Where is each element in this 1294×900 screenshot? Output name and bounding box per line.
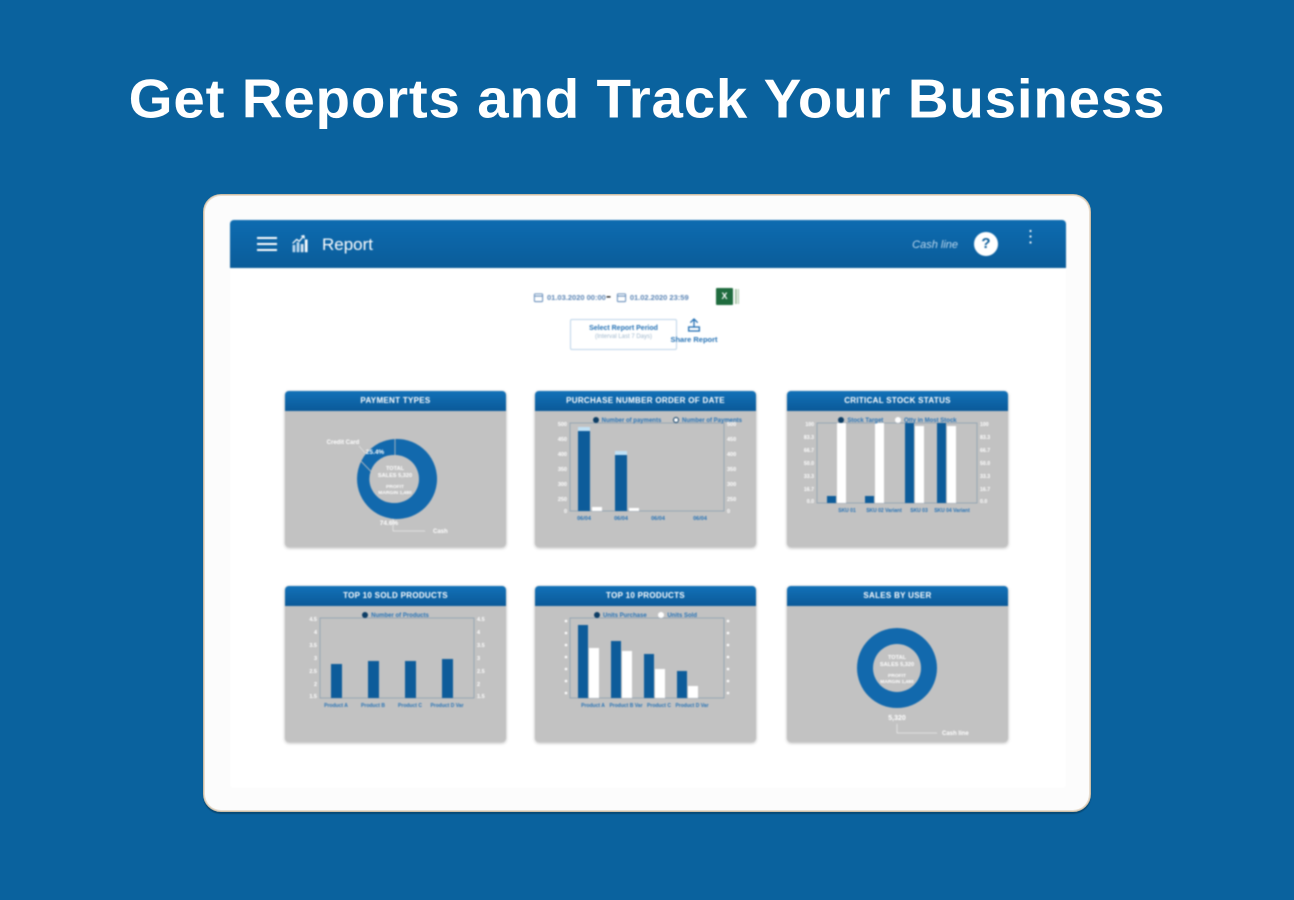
svg-text:Product B Var: Product B Var xyxy=(609,703,642,709)
svg-text:300: 300 xyxy=(727,482,736,488)
svg-text:450: 450 xyxy=(727,437,736,443)
svg-text:4: 4 xyxy=(477,630,481,636)
svg-text:06/04: 06/04 xyxy=(693,516,708,522)
svg-text:3: 3 xyxy=(477,656,480,662)
svg-text:Product D Var: Product D Var xyxy=(430,703,463,709)
svg-text:350: 350 xyxy=(727,467,736,473)
svg-text:250: 250 xyxy=(727,497,736,503)
svg-text:TOTAL: TOTAL xyxy=(888,655,907,661)
svg-text:Cash: Cash xyxy=(433,529,448,535)
svg-text:SKU 02 Variant: SKU 02 Variant xyxy=(866,508,902,514)
svg-text:MARGIN 1,480: MARGIN 1,480 xyxy=(880,679,914,685)
svg-text:3.5: 3.5 xyxy=(309,643,317,649)
svg-text:Cash line: Cash line xyxy=(942,731,969,737)
svg-text:0.0: 0.0 xyxy=(807,499,814,505)
svg-text:Product B: Product B xyxy=(361,703,385,709)
svg-text:SALES 5,320: SALES 5,320 xyxy=(880,662,914,668)
svg-text:MARGIN 1,480: MARGIN 1,480 xyxy=(378,490,412,496)
svg-text:0: 0 xyxy=(727,509,730,515)
svg-text:16.7: 16.7 xyxy=(980,487,990,493)
svg-text:2.5: 2.5 xyxy=(477,669,485,675)
svg-text:SKU 04 Variant: SKU 04 Variant xyxy=(934,508,970,514)
svg-text:33.3: 33.3 xyxy=(804,474,814,480)
svg-text:TOTAL: TOTAL xyxy=(386,466,405,472)
svg-text:Product C: Product C xyxy=(398,703,422,709)
svg-text:1.5: 1.5 xyxy=(309,694,317,700)
svg-text:3.5: 3.5 xyxy=(477,643,485,649)
svg-text:2: 2 xyxy=(477,682,480,688)
svg-text:PROFIT: PROFIT xyxy=(888,673,906,679)
svg-text:3: 3 xyxy=(314,656,317,662)
svg-text:0: 0 xyxy=(564,509,567,515)
svg-text:450: 450 xyxy=(558,437,567,443)
svg-text:250: 250 xyxy=(558,497,567,503)
svg-text:06/04: 06/04 xyxy=(577,516,592,522)
svg-text:06/04: 06/04 xyxy=(614,516,629,522)
svg-text:25.4%: 25.4% xyxy=(366,449,385,456)
svg-text:350: 350 xyxy=(558,467,567,473)
svg-text:300: 300 xyxy=(558,482,567,488)
svg-text:SALES 5,320: SALES 5,320 xyxy=(378,473,412,479)
svg-text:5,320: 5,320 xyxy=(888,715,906,722)
svg-text:74.6%: 74.6% xyxy=(380,520,399,527)
svg-text:66.7: 66.7 xyxy=(980,448,990,454)
svg-text:50.0: 50.0 xyxy=(804,461,814,467)
svg-text:50.0: 50.0 xyxy=(980,461,990,467)
svg-text:400: 400 xyxy=(727,452,736,458)
svg-text:2.5: 2.5 xyxy=(309,669,317,675)
svg-text:SKU 01: SKU 01 xyxy=(838,508,856,514)
svg-text:0.0: 0.0 xyxy=(980,499,987,505)
svg-text:06/04: 06/04 xyxy=(651,516,666,522)
svg-text:83.3: 83.3 xyxy=(980,435,990,441)
svg-text:Product D Var: Product D Var xyxy=(675,703,708,709)
svg-text:400: 400 xyxy=(558,452,567,458)
svg-text:1.5: 1.5 xyxy=(477,694,485,700)
svg-text:SKU 03: SKU 03 xyxy=(910,508,928,514)
svg-text:Credit Card: Credit Card xyxy=(327,440,360,446)
svg-text:Product C: Product C xyxy=(647,703,671,709)
svg-text:33.3: 33.3 xyxy=(980,474,990,480)
svg-text:66.7: 66.7 xyxy=(804,448,814,454)
svg-text:2: 2 xyxy=(314,682,317,688)
svg-text:16.7: 16.7 xyxy=(804,487,814,493)
svg-text:83.3: 83.3 xyxy=(804,435,814,441)
svg-text:Product A: Product A xyxy=(581,703,605,709)
svg-text:PROFIT: PROFIT xyxy=(386,484,404,490)
svg-text:Product A: Product A xyxy=(324,703,348,709)
svg-text:4: 4 xyxy=(314,630,318,636)
